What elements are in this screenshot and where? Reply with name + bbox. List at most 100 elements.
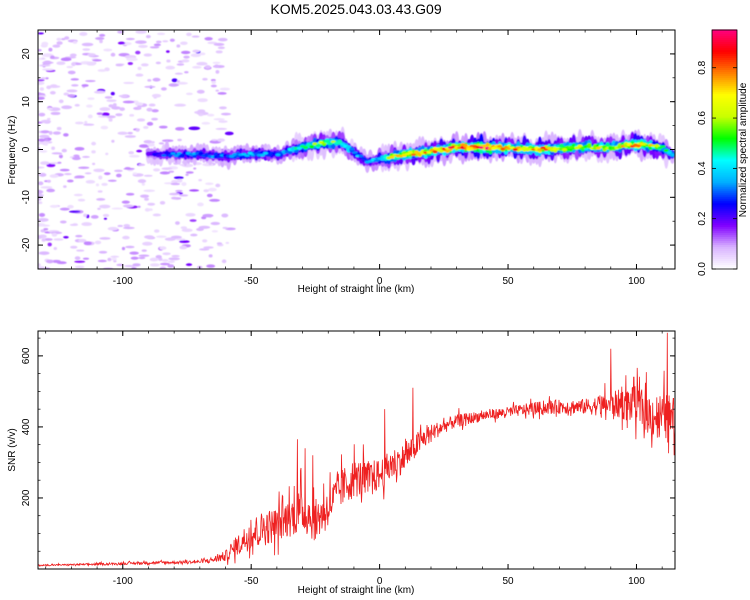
noise-blob <box>74 103 80 107</box>
noise-blob <box>185 212 196 217</box>
colorbar-swatch <box>712 236 737 240</box>
noise-blob <box>214 64 220 69</box>
noise-blob <box>128 151 135 155</box>
noise-blob <box>38 64 51 67</box>
noise-blob <box>56 37 62 41</box>
noise-blob <box>103 217 107 220</box>
colorbar-swatch <box>712 67 737 70</box>
noise-blob <box>204 65 211 69</box>
colorbar-swatch <box>712 59 737 62</box>
noise-blob <box>215 89 220 92</box>
noise-blob <box>198 225 211 229</box>
colorbar-swatch <box>712 168 737 172</box>
noise-blob <box>135 50 141 55</box>
noise-blob <box>50 55 55 60</box>
colorbar-swatch <box>712 240 737 244</box>
spectrogram-blobs <box>38 30 675 269</box>
noise-blob <box>123 224 131 228</box>
noise-blob <box>93 168 105 173</box>
colorbar-swatch <box>712 210 737 214</box>
noise-blob <box>188 126 201 131</box>
colorbar-swatch <box>712 214 737 218</box>
noise-blob <box>143 139 153 144</box>
colorbar-tick-label: 0.6 <box>697 111 708 125</box>
noise-blob <box>84 120 88 125</box>
noise-blob <box>96 198 106 201</box>
noise-blob <box>99 107 111 112</box>
noise-blob <box>191 35 200 38</box>
noise-blob <box>38 217 49 222</box>
noise-blob <box>215 183 221 188</box>
ridge-blob <box>626 142 632 147</box>
colorbar-swatch <box>712 232 737 236</box>
ridge-blob <box>537 148 543 151</box>
noise-blob <box>145 34 151 39</box>
noise-blob <box>179 245 188 250</box>
noise-blob <box>82 48 91 51</box>
noise-blob <box>202 77 208 81</box>
colorbar-swatch <box>712 134 737 138</box>
noise-blob <box>110 91 115 96</box>
noise-blob <box>57 161 62 164</box>
colorbar-swatch <box>712 41 737 44</box>
colorbar-swatch <box>712 97 737 100</box>
colorbar-swatch <box>712 230 737 234</box>
snr-y-axis-label: SNR (v/v) <box>7 428 18 471</box>
noise-blob <box>40 77 47 80</box>
noise-blob <box>206 264 216 268</box>
noise-blob <box>173 162 179 165</box>
noise-blob <box>83 213 88 218</box>
noise-blob <box>74 256 81 261</box>
ridge-blob <box>438 149 444 153</box>
noise-blob <box>152 213 162 217</box>
ridge-blob <box>309 145 315 149</box>
noise-blob <box>166 59 171 63</box>
noise-blob <box>151 93 162 98</box>
ridge-blob <box>491 146 497 151</box>
ridge-blob <box>349 147 355 151</box>
colorbar-swatch <box>712 73 737 76</box>
noise-blob <box>137 179 147 184</box>
noise-blob <box>82 257 90 260</box>
noise-blob <box>115 113 123 117</box>
colorbar-swatch <box>712 75 737 78</box>
noise-blob <box>197 202 204 207</box>
noise-blob <box>108 118 113 122</box>
noise-blob <box>141 249 147 252</box>
noise-blob <box>197 98 208 103</box>
ridge-blob <box>515 146 521 149</box>
noise-blob <box>85 104 93 108</box>
noise-blob <box>180 41 188 45</box>
noise-blob <box>216 138 225 142</box>
noise-blob <box>199 52 206 56</box>
noise-blob <box>81 222 93 227</box>
colorbar-swatch <box>712 79 737 82</box>
noise-blob <box>87 114 93 119</box>
noise-blob <box>202 239 208 243</box>
noise-blob <box>74 260 86 263</box>
noise-blob <box>208 187 217 192</box>
noise-blob <box>81 84 89 87</box>
noise-blob <box>225 241 230 244</box>
colorbar-swatch <box>712 146 737 150</box>
noise-blob <box>93 90 106 94</box>
colorbar-swatch <box>712 43 737 46</box>
colorbar-swatch <box>712 85 737 88</box>
colorbar-swatch <box>712 212 737 216</box>
noise-blob <box>136 149 143 153</box>
noise-blob <box>125 245 135 249</box>
ridge-blob <box>373 159 380 162</box>
noise-blob <box>179 240 190 243</box>
noise-blob <box>164 237 176 241</box>
ridge-blob <box>262 151 269 155</box>
noise-blob <box>124 135 136 138</box>
noise-blob <box>171 78 178 83</box>
noise-blob <box>107 226 119 231</box>
ridge-blob <box>170 152 176 155</box>
noise-blob <box>161 139 174 143</box>
noise-blob <box>99 204 111 209</box>
y-tick-label: 20 <box>21 48 32 60</box>
colorbar-swatch <box>712 37 737 40</box>
noise-blob <box>167 264 175 268</box>
noise-blob <box>217 46 225 50</box>
